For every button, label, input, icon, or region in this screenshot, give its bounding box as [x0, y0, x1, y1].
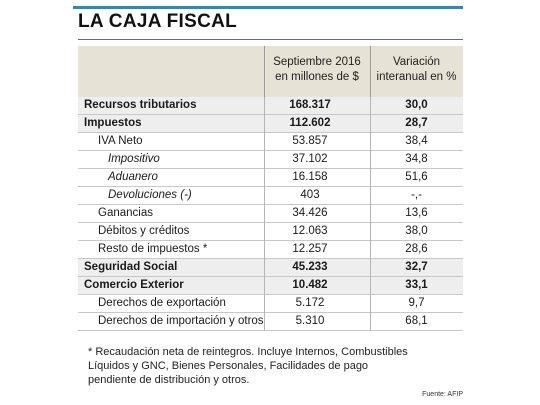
column-divider	[264, 205, 265, 223]
row-value: 112.602	[289, 117, 331, 129]
table-row: Impositivo 37.102 34,8	[78, 151, 463, 169]
header-value-line2: en millones de $	[275, 71, 359, 83]
column-divider	[370, 277, 371, 295]
column-divider	[370, 205, 371, 223]
column-divider	[370, 133, 371, 151]
row-value: 12.063	[292, 225, 328, 237]
row-change: 68,1	[405, 315, 428, 327]
row-change: 32,7	[405, 261, 428, 273]
row-label: Derechos de exportación	[98, 297, 226, 309]
column-divider	[370, 295, 371, 313]
column-divider	[370, 313, 371, 331]
row-value: 53.857	[292, 135, 328, 147]
row-value: 45.233	[292, 261, 328, 273]
column-divider	[264, 115, 265, 133]
table-row: IVA Neto 53.857 38,4	[78, 133, 463, 151]
row-label: Comercio Exterior	[84, 279, 184, 291]
top-accent-rule	[73, 6, 463, 9]
header-value-column: Septiembre 2016 en millones de $	[264, 55, 370, 85]
table-row: Débitos y créditos 12.063 38,0	[78, 223, 463, 241]
row-change: 30,0	[405, 99, 428, 111]
header-change-line1: Variación	[392, 56, 441, 68]
row-value: 403	[300, 189, 320, 201]
table-row: Aduanero 16.158 51,6	[78, 169, 463, 187]
table-header: Septiembre 2016 en millones de $ Variaci…	[78, 46, 463, 97]
column-divider	[264, 151, 265, 169]
column-divider	[264, 295, 265, 313]
row-label: IVA Neto	[98, 135, 143, 147]
column-divider	[370, 259, 371, 277]
row-label: Ganancias	[98, 207, 153, 219]
header-separator	[370, 46, 371, 97]
column-divider	[264, 169, 265, 187]
row-label: Resto de impuestos *	[98, 243, 208, 255]
column-divider	[264, 223, 265, 241]
row-label: Recursos tributarios	[84, 99, 197, 111]
row-value: 5.172	[295, 297, 325, 309]
row-change: 13,6	[405, 207, 428, 219]
column-divider	[264, 97, 265, 115]
column-divider	[370, 223, 371, 241]
row-value: 168.317	[289, 99, 331, 111]
row-change: 9,7	[408, 297, 425, 309]
column-divider	[370, 115, 371, 133]
column-divider	[370, 97, 371, 115]
row-value: 12.257	[292, 243, 328, 255]
table-row: Impuestos 112.602 28,7	[78, 115, 463, 133]
column-divider	[264, 313, 265, 331]
row-label: Impuestos	[84, 117, 142, 129]
table-row: Seguridad Social 45.233 32,7	[78, 259, 463, 277]
header-change-line2: interanual en %	[376, 71, 457, 83]
row-value: 16.158	[292, 171, 328, 183]
row-value: 37.102	[292, 153, 328, 165]
table-row: Ganancias 34.426 13,6	[78, 205, 463, 223]
row-change: -,-	[411, 189, 422, 201]
column-divider	[264, 241, 265, 259]
header-change-column: Variación interanual en %	[370, 55, 463, 85]
row-value: 34.426	[292, 207, 328, 219]
row-change: 38,4	[405, 135, 428, 147]
column-divider	[264, 259, 265, 277]
column-divider	[264, 133, 265, 151]
column-divider	[370, 241, 371, 259]
table-row: Recursos tributarios 168.317 30,0	[78, 97, 463, 115]
source-credit: Fuente: AFIP	[422, 391, 463, 398]
table-body: Recursos tributarios 168.317 30,0 Impuestos…	[78, 97, 463, 331]
table-row: Derechos de importación y otros 5.310 68,1	[78, 313, 463, 331]
fiscal-table: Septiembre 2016 en millones de $ Variaci…	[78, 46, 463, 331]
row-change: 28,6	[405, 243, 428, 255]
column-divider	[264, 187, 265, 205]
row-change: 51,6	[405, 171, 428, 183]
header-value-line1: Septiembre 2016	[273, 56, 361, 68]
footnote: * Recaudación neta de reintegros. Incluy…	[88, 346, 408, 386]
table-row: Comercio Exterior 10.482 33,1	[78, 277, 463, 295]
row-value: 5.310	[295, 315, 325, 327]
row-label: Débitos y créditos	[98, 225, 190, 237]
title-divider	[78, 39, 463, 40]
table-row: Devoluciones (-) 403 -,-	[78, 187, 463, 205]
row-label: Seguridad Social	[84, 261, 178, 273]
table-title: LA CAJA FISCAL	[78, 11, 238, 32]
row-label: Derechos de importación y otros	[98, 315, 264, 327]
header-separator	[264, 46, 265, 97]
row-change: 38,0	[405, 225, 428, 237]
column-divider	[370, 169, 371, 187]
row-value: 10.482	[292, 279, 328, 291]
column-divider	[264, 277, 265, 295]
row-change: 33,1	[405, 279, 428, 291]
row-change: 28,7	[405, 117, 428, 129]
row-label: Impositivo	[108, 153, 160, 165]
table-row: Resto de impuestos * 12.257 28,6	[78, 241, 463, 259]
column-divider	[370, 187, 371, 205]
row-label: Aduanero	[108, 171, 158, 183]
column-divider	[370, 151, 371, 169]
table-row: Derechos de exportación 5.172 9,7	[78, 295, 463, 313]
row-label: Devoluciones (-)	[108, 189, 192, 201]
row-change: 34,8	[405, 153, 428, 165]
